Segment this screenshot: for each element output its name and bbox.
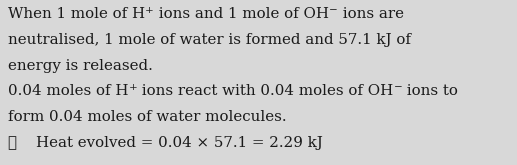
Text: −: − — [329, 6, 338, 15]
Text: ∴    Heat evolved = 0.04 × 57.1 = 2.29 kJ: ∴ Heat evolved = 0.04 × 57.1 = 2.29 kJ — [8, 136, 323, 150]
Text: form 0.04 moles of water molecules.: form 0.04 moles of water molecules. — [8, 110, 286, 124]
Text: energy is released.: energy is released. — [8, 59, 153, 73]
Text: ions react with 0.04 moles of OH: ions react with 0.04 moles of OH — [137, 84, 393, 98]
Text: When 1 mole of H: When 1 mole of H — [8, 7, 145, 21]
Text: −: − — [393, 83, 402, 92]
Text: ions are: ions are — [338, 7, 404, 21]
Text: +: + — [129, 83, 137, 92]
Text: 0.04 moles of H: 0.04 moles of H — [8, 84, 129, 98]
Text: ions and 1 mole of OH: ions and 1 mole of OH — [154, 7, 329, 21]
Text: +: + — [145, 6, 154, 15]
Text: ions to: ions to — [402, 84, 458, 98]
Text: neutralised, 1 mole of water is formed and 57.1 kJ of: neutralised, 1 mole of water is formed a… — [8, 33, 411, 47]
